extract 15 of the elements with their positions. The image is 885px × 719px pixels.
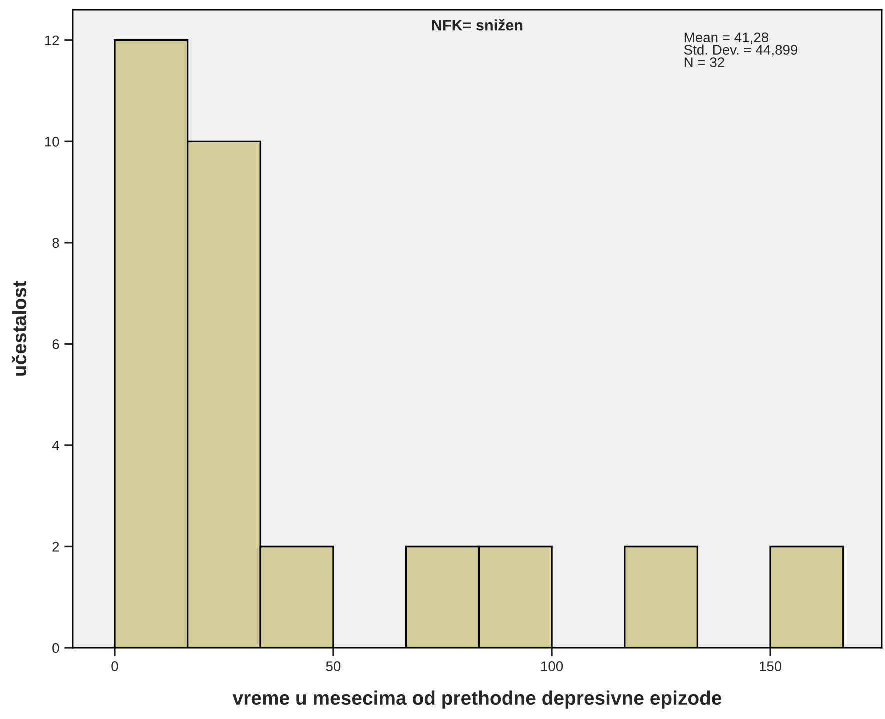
y-tick-label: 8 bbox=[52, 238, 60, 248]
y-tick-label: 4 bbox=[52, 440, 60, 450]
y-tick-label: 0 bbox=[52, 643, 60, 654]
y-tick-label: 10 bbox=[45, 136, 60, 147]
y-tick-label: 2 bbox=[52, 542, 60, 552]
y-tick-label: 12 bbox=[45, 36, 60, 46]
x-axis-title: vreme u mesecima od prethodne depresivne epizode bbox=[232, 690, 722, 709]
chart-title: NFK= snižen bbox=[432, 19, 523, 31]
x-tick-label: 50 bbox=[326, 662, 341, 672]
x-tick-label: 0 bbox=[112, 662, 118, 672]
y-tick-label: 6 bbox=[52, 340, 60, 350]
x-tick-label: 100 bbox=[541, 662, 564, 672]
annotation: Mean = 41,28 Std. Dev. = 44,899 N = 32 bbox=[684, 32, 798, 68]
y-axis-title: učestalost bbox=[12, 281, 27, 376]
x-tick-label: 150 bbox=[760, 662, 782, 672]
